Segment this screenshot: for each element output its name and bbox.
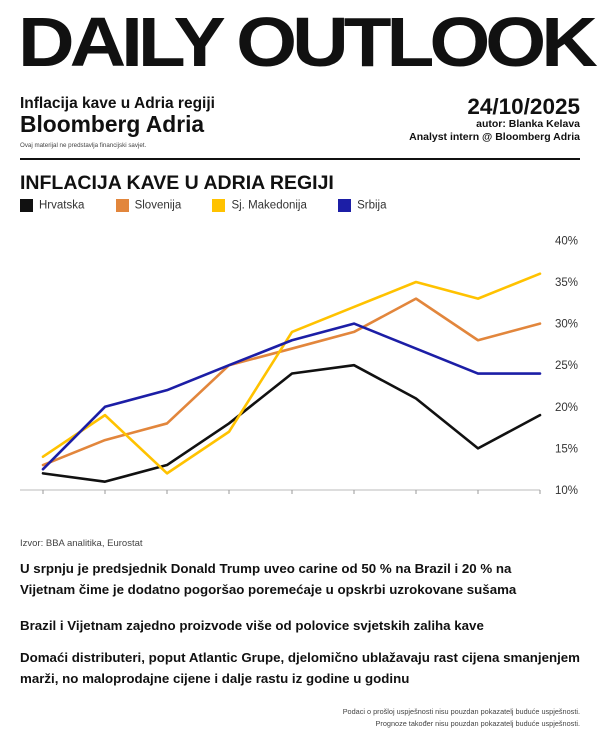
svg-text:06/25: 06/25: [341, 499, 367, 500]
svg-text:07/25: 07/25: [403, 499, 429, 500]
svg-text:02/25: 02/25: [92, 499, 118, 500]
svg-text:40%: 40%: [555, 235, 578, 247]
svg-text:01/25: 01/25: [30, 499, 56, 500]
svg-text:10%: 10%: [555, 485, 578, 497]
svg-text:04/25: 04/25: [216, 499, 242, 500]
svg-text:15%: 15%: [555, 443, 578, 455]
svg-text:05/25: 05/25: [279, 499, 305, 500]
svg-text:35%: 35%: [555, 277, 578, 289]
svg-text:30%: 30%: [555, 319, 578, 331]
svg-text:08/25: 08/25: [465, 499, 491, 500]
svg-text:20%: 20%: [555, 402, 578, 414]
svg-text:25%: 25%: [555, 360, 578, 372]
svg-text:03/25: 03/25: [154, 499, 180, 500]
svg-text:09/25: 09/25: [527, 499, 553, 500]
